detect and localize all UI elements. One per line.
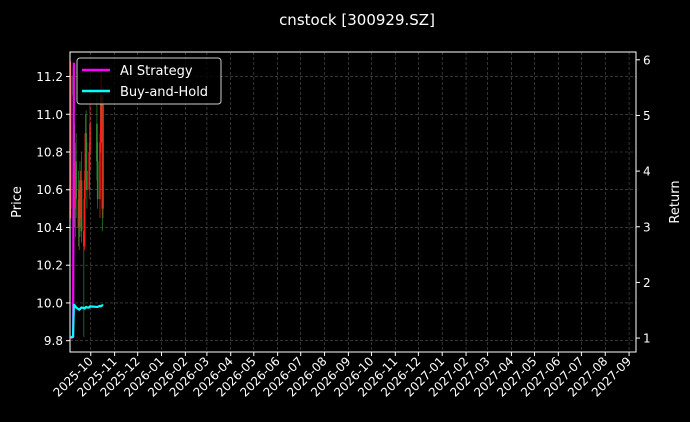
candle-body [96,161,99,200]
y-tick-label-left: 10.0 [36,296,63,310]
legend-label-strategy: AI Strategy [120,64,193,79]
candle-body [69,76,72,209]
candle-body [96,123,98,162]
y-tick-label-right: 4 [643,165,651,179]
candle-body [88,152,91,190]
candle-body [102,104,104,209]
candle-body [86,170,88,190]
legend: AI Strategy Buy-and-Hold [76,57,222,105]
legend-box [76,57,222,105]
candle-body [80,180,83,232]
legend-label-buy-hold: Buy-and-Hold [120,85,208,100]
x-axis: 2025-102025-112025-122026-012026-022026-… [51,352,634,400]
candles [69,61,104,337]
candle-body [75,161,77,200]
candle-body [100,95,103,124]
y-tick-label-right: 3 [643,220,651,234]
y-tick-label-left: 11.0 [36,108,63,122]
y-tick-label-right: 1 [643,332,651,346]
y-tick-label-left: 10.4 [36,221,63,235]
y-tick-label-left: 10.8 [36,146,63,160]
candle-body [89,123,91,152]
y-tick-label-left: 11.2 [36,70,63,84]
buy-hold-line [70,303,104,339]
candle-body [99,142,101,200]
y-tick-label-right: 5 [643,109,651,123]
y-axis-right: 1 2 3 4 5 6 [636,53,651,346]
y-tick-label-left: 10.2 [36,259,63,273]
y-label-left: Price [10,186,25,218]
y-tick-label-right: 2 [643,276,651,290]
plot-frame [69,51,637,353]
y-label-right: Return [668,180,683,223]
y-axis-left: 9.8 10.0 10.2 10.4 10.6 10.8 11.0 11.2 [36,70,70,348]
return-lines [70,62,104,340]
y-tick-label-right: 6 [643,53,651,67]
y-tick-label-left: 9.8 [44,334,63,348]
candle-body [85,133,87,171]
candle-body [83,180,86,247]
chart-title: cnstock [300929.SZ] [279,11,435,29]
y-tick-label-left: 10.6 [36,183,63,197]
